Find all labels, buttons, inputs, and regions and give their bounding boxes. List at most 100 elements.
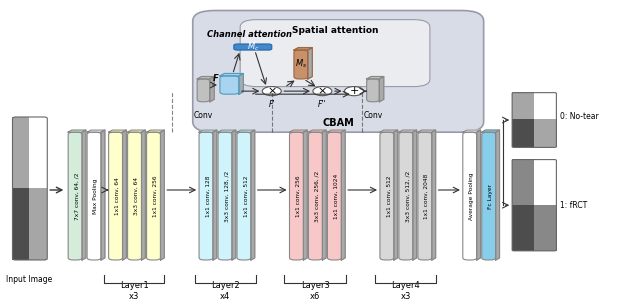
Polygon shape	[237, 130, 255, 132]
Text: 1x1 conv, 256: 1x1 conv, 256	[296, 175, 301, 217]
Text: 3x3 conv, 128, /2: 3x3 conv, 128, /2	[225, 170, 229, 222]
Polygon shape	[199, 130, 217, 132]
Polygon shape	[141, 130, 145, 260]
FancyBboxPatch shape	[87, 132, 101, 260]
Text: $M_c$: $M_c$	[246, 41, 259, 53]
Text: Fc Layer: Fc Layer	[488, 184, 493, 208]
Text: 3x3 conv, 64: 3x3 conv, 64	[134, 177, 139, 215]
Text: x3: x3	[401, 292, 411, 301]
FancyBboxPatch shape	[482, 132, 495, 260]
Text: Layer1: Layer1	[120, 281, 148, 290]
FancyBboxPatch shape	[240, 20, 430, 87]
Polygon shape	[477, 130, 481, 260]
Polygon shape	[495, 130, 499, 260]
Text: 1: fRCT: 1: fRCT	[559, 201, 587, 210]
Text: 1x1 conv, 512: 1x1 conv, 512	[243, 175, 248, 217]
Polygon shape	[380, 130, 397, 132]
Text: $M_s$: $M_s$	[296, 57, 308, 70]
FancyBboxPatch shape	[197, 79, 210, 102]
Text: 7x7 conv, 64, /2: 7x7 conv, 64, /2	[74, 172, 79, 220]
Polygon shape	[101, 130, 105, 260]
Text: Conv: Conv	[364, 111, 383, 120]
FancyBboxPatch shape	[294, 50, 308, 79]
Text: x4: x4	[220, 292, 230, 301]
Text: Layer3: Layer3	[301, 281, 330, 290]
Polygon shape	[232, 130, 236, 260]
Polygon shape	[463, 130, 481, 132]
Polygon shape	[289, 130, 307, 132]
FancyBboxPatch shape	[380, 132, 394, 260]
FancyBboxPatch shape	[68, 132, 82, 260]
Polygon shape	[418, 130, 436, 132]
Polygon shape	[87, 130, 105, 132]
Text: 1x1 conv, 2048: 1x1 conv, 2048	[424, 173, 429, 219]
Text: Spatial attention: Spatial attention	[292, 26, 378, 35]
Circle shape	[262, 87, 281, 96]
Polygon shape	[109, 130, 126, 132]
Text: +: +	[349, 86, 358, 96]
Text: Layer4: Layer4	[391, 281, 420, 290]
Text: 1x1 conv, 256: 1x1 conv, 256	[153, 175, 158, 217]
FancyBboxPatch shape	[418, 132, 432, 260]
Polygon shape	[328, 130, 345, 132]
Text: F': F'	[269, 100, 275, 109]
Polygon shape	[218, 130, 236, 132]
Text: Conv: Conv	[193, 111, 212, 120]
Polygon shape	[308, 48, 312, 79]
Polygon shape	[127, 130, 145, 132]
Text: Layer2: Layer2	[211, 281, 240, 290]
FancyBboxPatch shape	[328, 132, 341, 260]
Polygon shape	[197, 76, 214, 79]
Text: 3x3 conv, 256, /2: 3x3 conv, 256, /2	[315, 170, 320, 222]
FancyBboxPatch shape	[220, 76, 239, 94]
Polygon shape	[213, 130, 217, 260]
Polygon shape	[482, 130, 499, 132]
Text: Average Pooling: Average Pooling	[469, 172, 474, 220]
FancyBboxPatch shape	[109, 132, 122, 260]
FancyBboxPatch shape	[308, 132, 323, 260]
Text: ×: ×	[317, 86, 327, 96]
FancyBboxPatch shape	[289, 132, 303, 260]
Polygon shape	[251, 130, 255, 260]
Polygon shape	[122, 130, 126, 260]
Text: CBAM: CBAM	[323, 118, 354, 128]
Text: x3: x3	[129, 292, 140, 301]
FancyBboxPatch shape	[399, 132, 413, 260]
Text: 1x1 conv, 512: 1x1 conv, 512	[387, 175, 391, 217]
FancyBboxPatch shape	[147, 132, 161, 260]
Circle shape	[344, 87, 364, 96]
Text: 1x1 conv, 64: 1x1 conv, 64	[115, 177, 120, 215]
Circle shape	[313, 87, 332, 96]
FancyBboxPatch shape	[237, 132, 251, 260]
Polygon shape	[294, 48, 312, 50]
Text: 1x1 conv, 128: 1x1 conv, 128	[205, 175, 211, 217]
FancyBboxPatch shape	[199, 132, 213, 260]
Text: 1x1 conv, 1024: 1x1 conv, 1024	[334, 173, 339, 219]
Polygon shape	[82, 130, 86, 260]
Text: Channel attention: Channel attention	[207, 30, 292, 39]
Text: F: F	[213, 75, 219, 84]
Polygon shape	[161, 130, 164, 260]
FancyBboxPatch shape	[127, 132, 141, 260]
Polygon shape	[147, 130, 164, 132]
Text: 0: No-tear: 0: No-tear	[559, 112, 598, 122]
Polygon shape	[413, 130, 417, 260]
FancyBboxPatch shape	[193, 10, 484, 132]
Polygon shape	[303, 130, 307, 260]
Polygon shape	[68, 130, 86, 132]
FancyBboxPatch shape	[218, 132, 232, 260]
FancyBboxPatch shape	[463, 132, 477, 260]
FancyBboxPatch shape	[367, 79, 380, 102]
Polygon shape	[239, 73, 243, 94]
Polygon shape	[308, 130, 326, 132]
Polygon shape	[210, 76, 214, 102]
Polygon shape	[341, 130, 345, 260]
Text: Max Pooling: Max Pooling	[93, 178, 99, 214]
Text: Input Image: Input Image	[6, 275, 52, 284]
Text: ×: ×	[267, 86, 276, 96]
Polygon shape	[220, 73, 243, 76]
Polygon shape	[399, 130, 417, 132]
Polygon shape	[432, 130, 436, 260]
FancyBboxPatch shape	[234, 44, 272, 50]
Text: 3x3 conv, 512, /2: 3x3 conv, 512, /2	[405, 170, 410, 222]
